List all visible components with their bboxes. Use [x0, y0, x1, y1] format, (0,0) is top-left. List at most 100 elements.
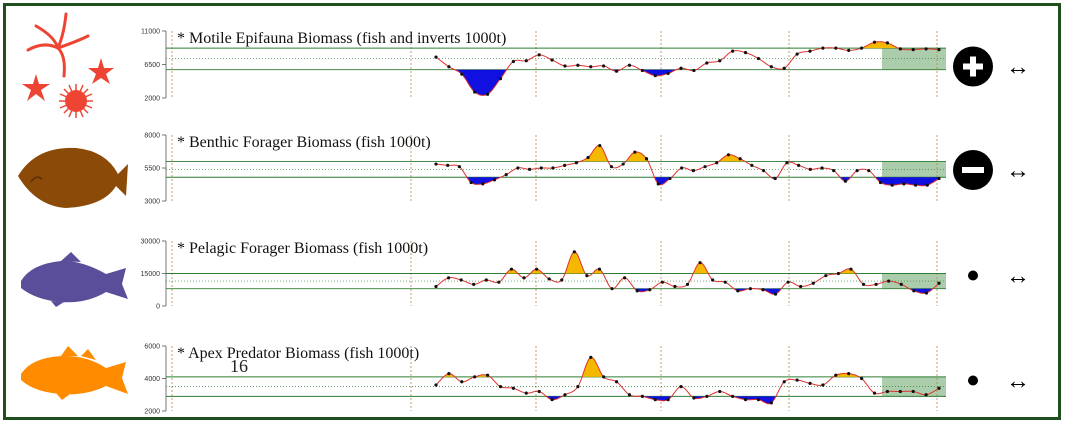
data-point [773, 292, 778, 296]
data-point [598, 143, 602, 148]
motile-epifauna-panel: 11000 6500 2000 * Motile Epifauna Biomass (… [141, 29, 1030, 103]
data-point [925, 183, 929, 187]
data-point [832, 169, 836, 173]
data-point [911, 389, 915, 394]
data-point [434, 383, 438, 387]
data-point [653, 398, 657, 402]
data-point [563, 163, 567, 167]
data-point [867, 169, 871, 173]
data-point [623, 276, 627, 280]
data-point [537, 389, 541, 394]
data-point [691, 169, 695, 173]
data-point [736, 289, 740, 293]
data-point [820, 166, 824, 170]
y-tick-label: 11000 [141, 29, 160, 36]
data-point [589, 65, 593, 69]
data-point [679, 66, 683, 70]
y-tick-label: 15000 [141, 271, 161, 278]
data-point [550, 58, 554, 62]
data-point [511, 59, 515, 64]
data-point [535, 267, 539, 271]
data-point [469, 180, 473, 185]
data-point [705, 61, 709, 65]
data-point [602, 64, 606, 68]
data-point [821, 383, 825, 387]
data-point [527, 167, 532, 171]
data-point [924, 47, 928, 51]
data-point [872, 391, 877, 395]
data-point [902, 182, 906, 186]
data-point [914, 183, 918, 187]
y-tick-label: 6000 [144, 344, 160, 351]
horizontal-arrow-icon: ↔ [1006, 264, 1030, 290]
data-point [524, 59, 528, 63]
data-point [516, 166, 520, 170]
horizontal-arrow-icon: ↔ [1006, 55, 1030, 81]
figure-frame: 11000 6500 2000 * Motile Epifauna Biomass (… [3, 3, 1061, 420]
data-point [550, 398, 554, 402]
below-threshold-fill [436, 396, 939, 404]
data-point [890, 183, 894, 187]
data-point [756, 398, 761, 402]
data-point [874, 282, 878, 286]
data-point [912, 289, 916, 293]
data-point [621, 162, 625, 166]
data-point [447, 65, 451, 69]
pelagic-forager-panel: 30000 15000 0 * Pelagic Forager Biomass (fi… [141, 239, 1030, 311]
recent-window-shade [882, 48, 946, 70]
y-tick-label: 6500 [144, 62, 160, 69]
apex-predator-panel: 6000 4000 2000 * Apex Predator Biomass (fis… [144, 344, 1030, 416]
data-point [547, 277, 551, 281]
data-point [524, 391, 528, 395]
data-point [522, 276, 526, 280]
data-point [836, 271, 841, 276]
data-point [887, 279, 891, 283]
data-point [692, 68, 696, 73]
data-point [560, 278, 564, 282]
data-point [860, 46, 864, 50]
data-point [750, 163, 754, 167]
data-point [460, 72, 464, 76]
starfish-icon [22, 12, 114, 118]
data-point [872, 40, 877, 44]
data-point [446, 276, 451, 280]
data-point [834, 373, 838, 377]
data-point [692, 396, 696, 400]
data-point [673, 284, 677, 289]
data-point [434, 284, 438, 289]
data-point [705, 394, 709, 398]
data-point [718, 389, 722, 394]
data-point [731, 49, 735, 53]
plus-icon [953, 46, 993, 87]
data-point [799, 284, 803, 289]
panel-title: * Apex Predator Biomass (fish 1000t) [177, 345, 419, 362]
overlay-number: 16 [230, 356, 248, 376]
below-threshold-fill [436, 69, 939, 96]
data-point [924, 393, 928, 397]
data-point [937, 281, 941, 285]
data-point [855, 169, 859, 173]
data-point [666, 71, 670, 76]
data-point [843, 179, 848, 183]
data-point [572, 250, 576, 254]
y-tick-label: 2000 [144, 96, 160, 103]
data-point [679, 385, 683, 389]
data-point [460, 380, 464, 384]
data-point [715, 161, 719, 165]
data-point [589, 355, 593, 359]
data-point [653, 74, 657, 78]
data-point [795, 52, 799, 56]
benthic-forager-panel: 8000 5500 3000 * Benthic Forager Biomass (f… [144, 133, 1030, 206]
data-point [761, 288, 765, 292]
data-point [484, 278, 488, 282]
data-point [795, 378, 799, 382]
cod-silhouette-icon [21, 346, 128, 400]
y-tick-label: 30000 [141, 239, 161, 246]
data-point [660, 280, 664, 284]
fish-silhouette-icon [21, 252, 128, 307]
data-point [726, 153, 731, 157]
data-point [743, 50, 748, 55]
data-point [498, 385, 503, 389]
data-point [898, 47, 902, 51]
y-tick-label: 0 [156, 304, 160, 311]
